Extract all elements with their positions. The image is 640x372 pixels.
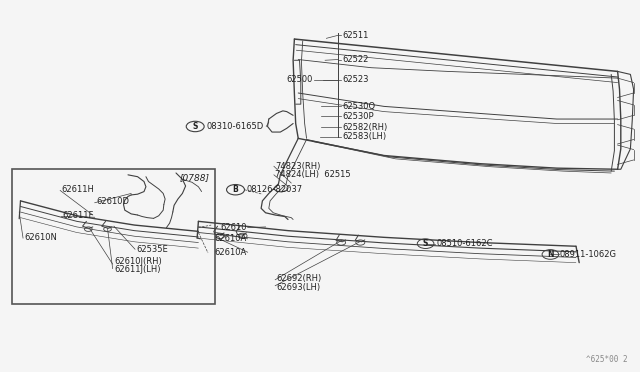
- Text: 62610A: 62610A: [214, 234, 246, 243]
- Text: 62610A: 62610A: [214, 248, 246, 257]
- Text: 62611J(LH): 62611J(LH): [114, 265, 161, 274]
- Text: 62535E: 62535E: [136, 245, 168, 254]
- Text: 62523: 62523: [342, 76, 369, 84]
- Text: 62530Q: 62530Q: [342, 102, 376, 110]
- Text: 62610D: 62610D: [96, 197, 129, 206]
- Text: 74823(RH): 74823(RH): [275, 162, 321, 171]
- Text: 62693(LH): 62693(LH): [276, 283, 321, 292]
- Text: N: N: [547, 250, 554, 259]
- Text: [0788]: [0788]: [180, 173, 210, 182]
- Text: 62582(RH): 62582(RH): [342, 123, 388, 132]
- Text: B: B: [233, 185, 238, 194]
- Text: 62610: 62610: [220, 223, 246, 232]
- Text: S: S: [423, 239, 428, 248]
- Text: 62583(LH): 62583(LH): [342, 132, 387, 141]
- Text: 62692(RH): 62692(RH): [276, 274, 322, 283]
- Text: 62611H: 62611H: [61, 185, 94, 194]
- Text: S: S: [193, 122, 198, 131]
- Text: 62511: 62511: [342, 31, 369, 40]
- Text: 62610N: 62610N: [24, 233, 57, 242]
- Text: 08126-82037: 08126-82037: [246, 185, 303, 194]
- Text: 62610J(RH): 62610J(RH): [114, 257, 162, 266]
- Text: 62530P: 62530P: [342, 112, 374, 121]
- Text: 08510-6162C: 08510-6162C: [436, 239, 493, 248]
- Text: 74824(LH)  62515: 74824(LH) 62515: [275, 170, 351, 179]
- Text: 62611F: 62611F: [63, 211, 94, 220]
- Text: 62500: 62500: [286, 76, 312, 84]
- Text: 08310-6165D: 08310-6165D: [206, 122, 263, 131]
- Text: ^625*00 2: ^625*00 2: [586, 355, 627, 364]
- Text: 62522: 62522: [342, 55, 369, 64]
- FancyBboxPatch shape: [12, 169, 215, 304]
- Text: 08911-1062G: 08911-1062G: [560, 250, 617, 259]
